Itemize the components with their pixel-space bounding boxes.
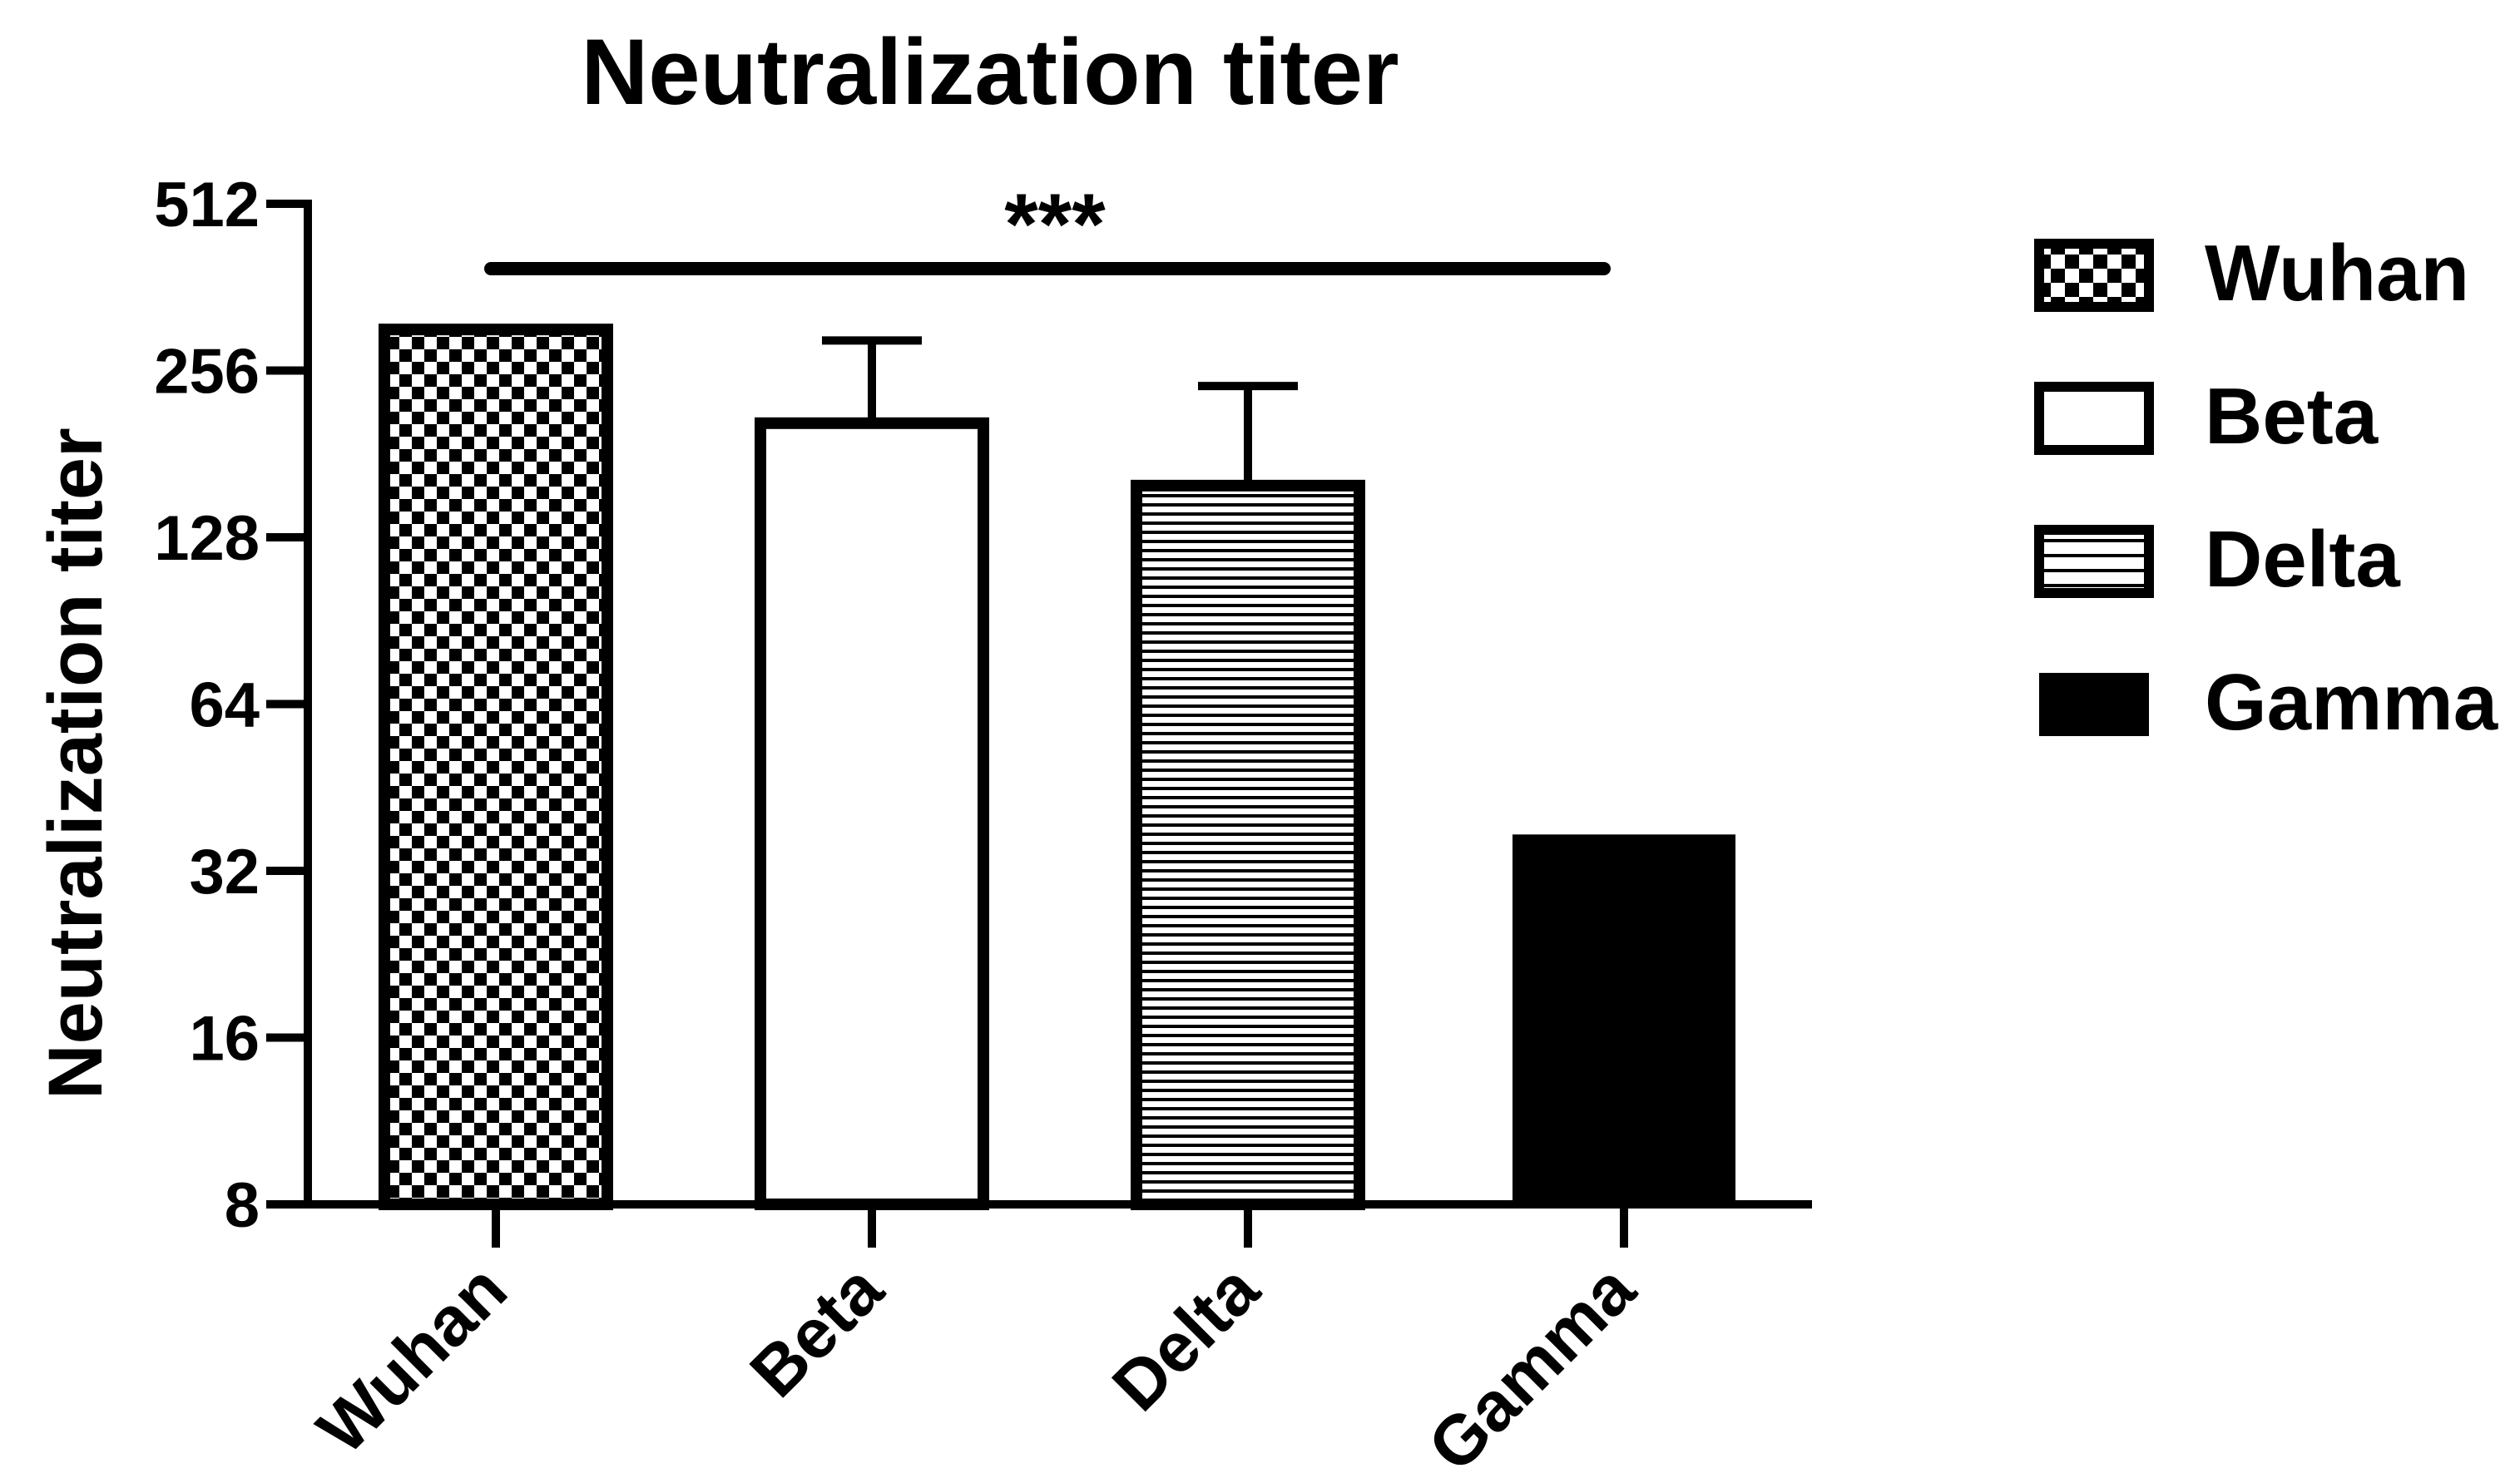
y-tick-label: 32 — [189, 837, 260, 907]
y-axis-label: Neutralization titer — [33, 428, 118, 1100]
legend-swatch-beta — [2034, 382, 2154, 455]
legend-label-gamma: Gamma — [2205, 658, 2498, 747]
x-axis-ticks: Wuhan Beta Delta Gamma — [302, 1204, 1651, 1478]
y-tick-label: 128 — [154, 503, 260, 574]
x-tick-label: Gamma — [1413, 1248, 1650, 1474]
x-tick-label: Wuhan — [302, 1249, 521, 1468]
x-tick-label: Beta — [735, 1248, 899, 1411]
legend-swatch-gamma — [2039, 673, 2149, 736]
legend-label-beta: Beta — [2205, 372, 2379, 461]
chart-title: Neutralization titer — [581, 20, 1399, 124]
y-tick-label: 16 — [189, 1004, 260, 1075]
y-tick-label: 256 — [154, 337, 260, 408]
chart-legend: Wuhan Beta Delta Gamma — [2034, 229, 2498, 747]
bars-layer — [379, 324, 1735, 1210]
legend-swatch-delta — [2034, 525, 2154, 598]
bar-wuhan — [379, 324, 613, 1210]
legend-label-delta: Delta — [2205, 515, 2400, 604]
bar-delta — [1131, 479, 1365, 1210]
legend-swatch-wuhan — [2034, 239, 2154, 312]
y-tick-label: 512 — [154, 170, 260, 240]
y-tick-label: 64 — [189, 670, 260, 741]
significance-label: *** — [1004, 176, 1106, 273]
bar-gamma — [1512, 834, 1735, 1204]
bar-beta — [755, 417, 989, 1210]
y-axis-ticks: 8 16 32 64 128 256 512 — [154, 170, 308, 1241]
significance-annotation: *** — [484, 176, 1611, 275]
x-tick-label: Delta — [1097, 1248, 1275, 1426]
legend-label-wuhan: Wuhan — [2205, 229, 2469, 318]
y-tick-label: 8 — [225, 1170, 260, 1241]
